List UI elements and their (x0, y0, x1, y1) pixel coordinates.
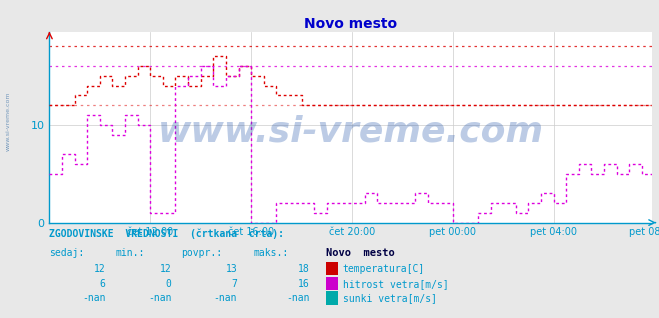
Text: Novo  mesto: Novo mesto (326, 248, 395, 258)
Text: -nan: -nan (214, 294, 237, 303)
Text: 12: 12 (94, 264, 105, 274)
Text: hitrost vetra[m/s]: hitrost vetra[m/s] (343, 279, 448, 289)
Text: -nan: -nan (286, 294, 310, 303)
Text: 18: 18 (298, 264, 310, 274)
Text: 13: 13 (225, 264, 237, 274)
Text: 12: 12 (159, 264, 171, 274)
Text: -nan: -nan (148, 294, 171, 303)
Text: min.:: min.: (115, 248, 145, 258)
Text: ZGODOVINSKE  VREDNOSTI  (črtkana  črta):: ZGODOVINSKE VREDNOSTI (črtkana črta): (49, 228, 285, 239)
Text: povpr.:: povpr.: (181, 248, 222, 258)
Text: 16: 16 (298, 279, 310, 289)
Text: sunki vetra[m/s]: sunki vetra[m/s] (343, 294, 437, 303)
Text: 7: 7 (231, 279, 237, 289)
Text: www.si-vreme.com: www.si-vreme.com (5, 91, 11, 151)
Text: 6: 6 (100, 279, 105, 289)
Text: -nan: -nan (82, 294, 105, 303)
Title: Novo mesto: Novo mesto (304, 17, 397, 31)
Text: temperatura[C]: temperatura[C] (343, 264, 425, 274)
Text: www.si-vreme.com: www.si-vreme.com (158, 114, 544, 148)
Text: 0: 0 (165, 279, 171, 289)
Text: sedaj:: sedaj: (49, 248, 84, 258)
Text: maks.:: maks.: (254, 248, 289, 258)
